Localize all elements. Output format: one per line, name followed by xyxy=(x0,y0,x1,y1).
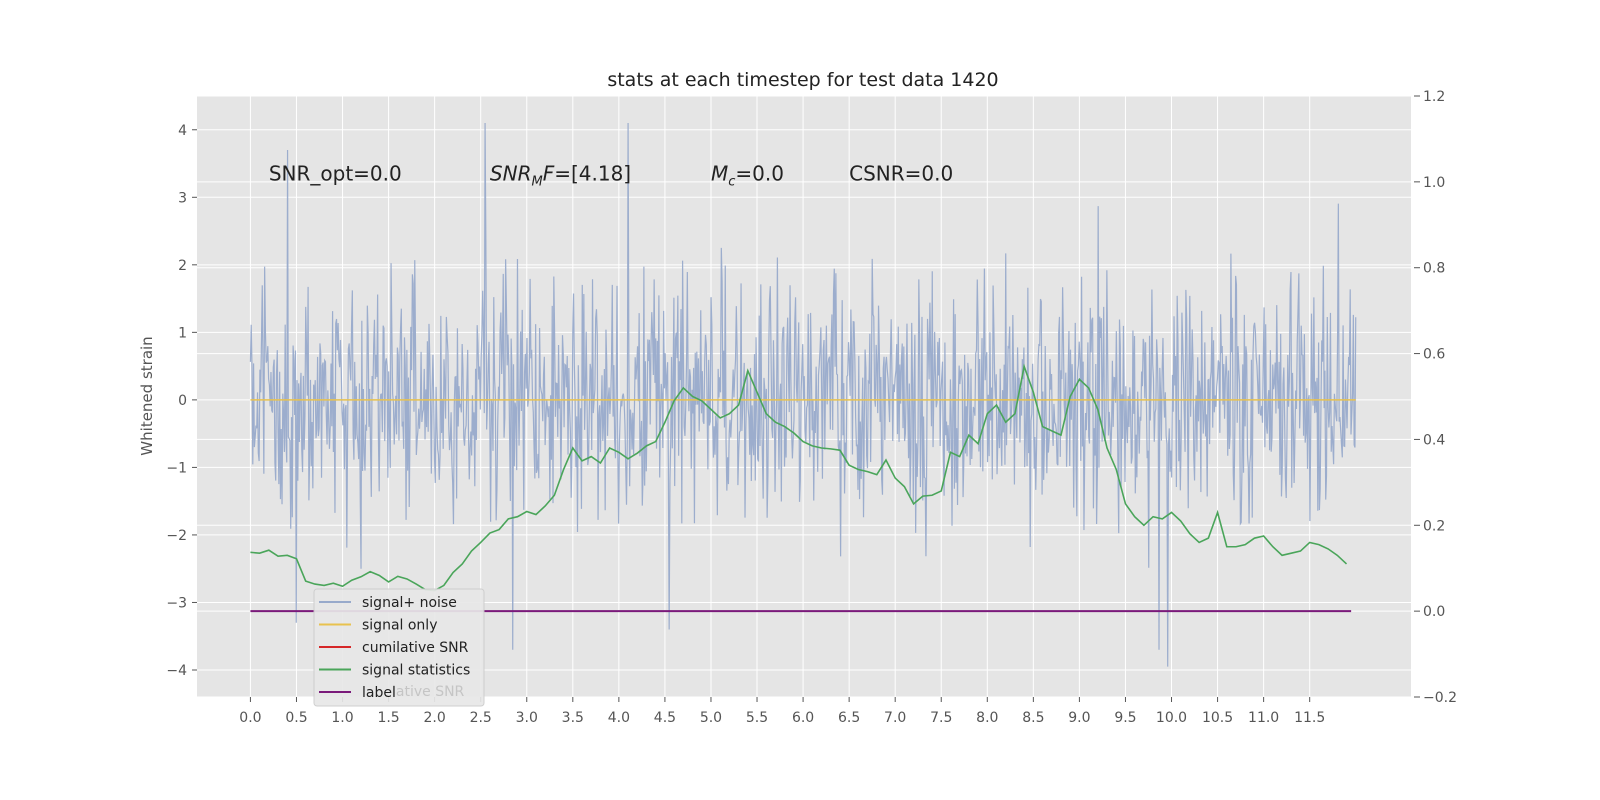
x-tick-label: 2.5 xyxy=(470,710,492,726)
y2-tick-label: 0.0 xyxy=(1423,604,1445,620)
y-tick-label: 1 xyxy=(178,325,187,341)
x-tick-label: 7.0 xyxy=(884,710,906,726)
y-tick-label: −4 xyxy=(166,663,187,679)
x-tick-label: 1.0 xyxy=(331,710,353,726)
y-tick-label: 4 xyxy=(178,123,187,139)
x-tick-label: 6.0 xyxy=(792,710,814,726)
x-tick-label: 0.0 xyxy=(239,710,261,726)
x-tick-label: 11.0 xyxy=(1248,710,1279,726)
signal-noise-series xyxy=(249,123,1357,667)
x-tick-label: 9.5 xyxy=(1114,710,1136,726)
legend-entry: label xyxy=(362,685,396,701)
x-tick-label: 5.0 xyxy=(700,710,722,726)
x-tick-label: 6.5 xyxy=(838,710,860,726)
x-tick-label: 3.0 xyxy=(516,710,538,726)
x-tick-label: 10.0 xyxy=(1156,710,1187,726)
y2-tick-label: 1.2 xyxy=(1423,89,1445,105)
annotation-snr-mf: SNRMF=[4.18] xyxy=(490,162,631,190)
legend: lative SNR signal+ noise signal only cumila… xyxy=(313,588,485,707)
y-axis-label: Whitened strain xyxy=(138,336,156,455)
grid-lines xyxy=(197,95,1411,698)
legend-entry: cumilative SNR xyxy=(362,640,469,656)
y-tick-label: −1 xyxy=(166,460,187,476)
annotation-csnr: CSNR=0.0 xyxy=(849,162,953,186)
x-tick-label: 10.5 xyxy=(1202,710,1233,726)
annotation-snr-opt: SNR_opt=0.0 xyxy=(269,162,402,186)
legend-entry: signal statistics xyxy=(362,663,470,679)
legend-entry: signal only xyxy=(362,618,437,634)
y-tick-label: 0 xyxy=(178,393,187,409)
x-tick-label: 11.5 xyxy=(1294,710,1325,726)
axes: 0.0 0.5 1.0 1.5 2.0 2.5 3.0 3.5 4.0 4.5 5.0 5.5 6.0 6… xyxy=(166,89,1457,726)
x-tick-label: 5.5 xyxy=(746,710,768,726)
x-tick-label: 2.0 xyxy=(424,710,446,726)
y2-tick-label: −0.2 xyxy=(1423,690,1457,706)
x-tick-label: 0.5 xyxy=(285,710,307,726)
y2-tick-label: 0.4 xyxy=(1423,432,1445,448)
y-tick-label: 2 xyxy=(178,258,187,274)
y2-tick-label: 0.2 xyxy=(1423,518,1445,534)
x-tick-label: 3.5 xyxy=(562,710,584,726)
x-tick-label: 4.0 xyxy=(608,710,630,726)
signal-noise-line xyxy=(249,123,1357,667)
x-tick-label: 7.5 xyxy=(930,710,952,726)
chart-title: stats at each timestep for test data 142… xyxy=(607,69,998,91)
annotation-mc: Mc=0.0 xyxy=(711,162,784,190)
x-tick-label: 4.5 xyxy=(654,710,676,726)
x-tick-label: 8.5 xyxy=(1022,710,1044,726)
x-tick-label: 1.5 xyxy=(377,710,399,726)
y-tick-label: −3 xyxy=(166,595,187,611)
legend-ghost-text: lative SNR xyxy=(392,684,465,700)
y2-tick-label: 0.8 xyxy=(1423,261,1445,277)
y-tick-label: −2 xyxy=(166,528,187,544)
legend-box xyxy=(313,588,485,707)
x-tick-label: 8.0 xyxy=(976,710,998,726)
y2-tick-label: 0.6 xyxy=(1423,347,1445,363)
legend-entry: signal+ noise xyxy=(362,595,457,611)
x-tick-label: 9.0 xyxy=(1068,710,1090,726)
y2-tick-label: 1.0 xyxy=(1423,175,1445,191)
y-tick-label: 3 xyxy=(178,190,187,206)
annotations: SNR_opt=0.0 SNRMF=[4.18] Mc=0.0 CSNR=0.0 xyxy=(269,162,953,190)
